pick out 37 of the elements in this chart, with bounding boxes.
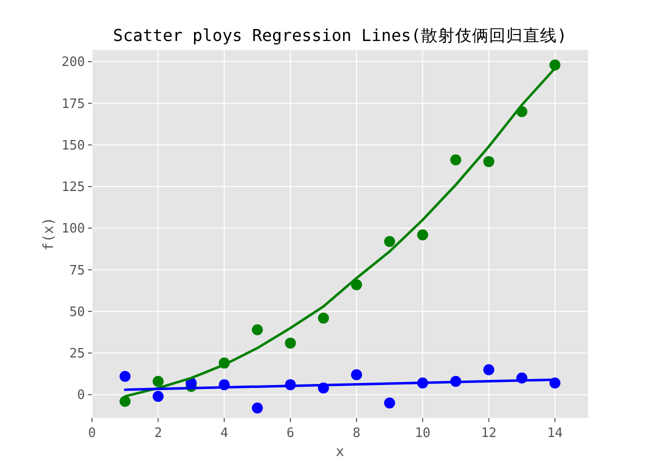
point (450, 154, 462, 166)
y-tick-label: 0 (77, 388, 85, 404)
x-tick-label: 12 (480, 426, 497, 441)
point (152, 376, 164, 387)
point (417, 229, 428, 240)
y-tick-label: 175 (62, 96, 85, 112)
point (120, 370, 131, 382)
y-tick-label: 50 (69, 304, 85, 320)
y-tick-label: 150 (62, 138, 85, 154)
point (318, 312, 329, 324)
point (351, 369, 362, 380)
x-tick-label: 4 (220, 426, 228, 441)
x-tick-label: 2 (154, 426, 162, 441)
x-axis-title: x (336, 444, 344, 460)
point (284, 338, 296, 349)
point (351, 279, 362, 290)
y-tick-label: 125 (62, 180, 85, 196)
point (384, 236, 396, 247)
point (252, 402, 263, 414)
point (252, 324, 263, 336)
point (120, 396, 131, 407)
y-axis-title: f(x) (41, 217, 57, 251)
x-tick-label: 6 (286, 426, 294, 441)
y-tick-label: 25 (69, 346, 85, 362)
x-tick-label: 10 (414, 426, 430, 441)
x-tick-label: 14 (547, 426, 563, 441)
y-tick-label: 100 (62, 222, 85, 237)
chart-title: Scatter ploys Regression Lines(散射伎俩回归直线) (113, 26, 567, 45)
x-tick-label: 0 (88, 426, 96, 441)
x-tick-label: 8 (352, 426, 360, 441)
y-tick-label: 200 (62, 55, 85, 70)
y-tick-label: 75 (69, 263, 85, 278)
point (549, 59, 560, 70)
point (483, 156, 494, 168)
point (483, 364, 494, 376)
point (152, 390, 164, 402)
point (384, 398, 396, 409)
